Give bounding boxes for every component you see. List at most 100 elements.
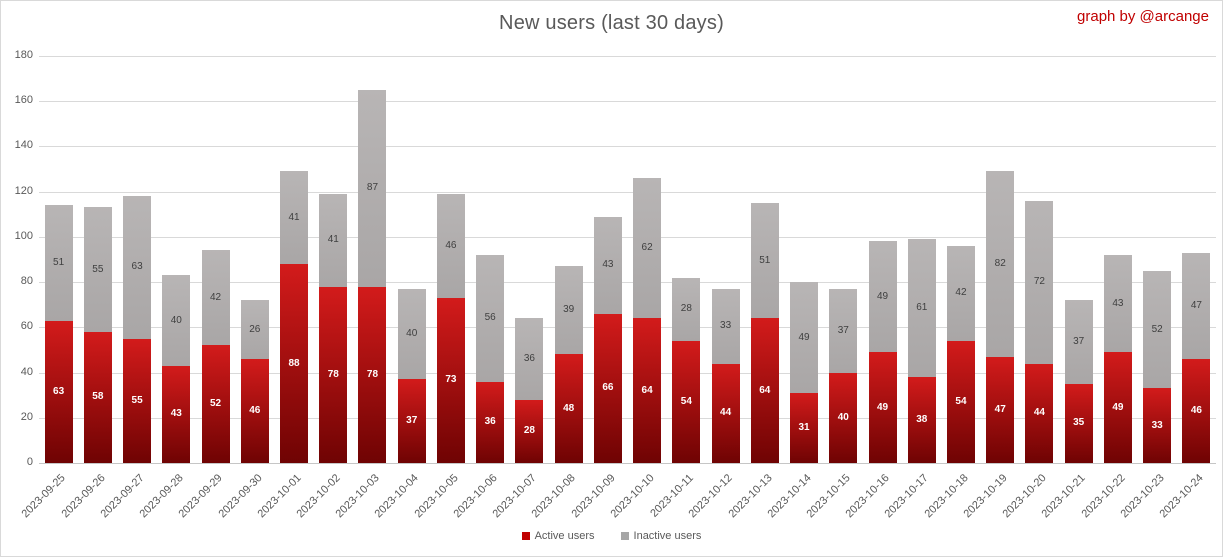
bar-value-label: 46 bbox=[445, 239, 457, 251]
gridline bbox=[39, 282, 1216, 284]
bar-segment-inactive: 56 bbox=[476, 254, 505, 382]
y-tick-label: 80 bbox=[20, 275, 33, 288]
gridline bbox=[39, 417, 1216, 419]
bar-segment-inactive: 41 bbox=[319, 193, 348, 287]
bar-segment-active: 36 bbox=[476, 381, 505, 463]
bar-value-label: 47 bbox=[994, 403, 1006, 415]
bar-segment-active: 58 bbox=[83, 331, 112, 463]
legend-label: Inactive users bbox=[633, 530, 702, 542]
bar-segment-active: 49 bbox=[868, 352, 897, 463]
bar-value-label: 73 bbox=[445, 374, 457, 386]
bar-value-label: 36 bbox=[523, 352, 535, 364]
bar-value-label: 47 bbox=[1190, 299, 1202, 311]
bar-value-label: 55 bbox=[131, 394, 143, 406]
bar-segment-active: 73 bbox=[436, 297, 465, 463]
bar-value-label: 39 bbox=[563, 304, 575, 316]
bar-segment-active: 78 bbox=[358, 286, 387, 463]
bar-value-label: 35 bbox=[1073, 417, 1085, 429]
bar-value-label: 55 bbox=[92, 263, 104, 275]
bar-segment-active: 43 bbox=[162, 365, 191, 463]
bar-segment-inactive: 63 bbox=[123, 196, 152, 339]
bar-segment-active: 48 bbox=[554, 354, 583, 463]
bar-value-label: 44 bbox=[1033, 407, 1045, 419]
y-tick-label: 120 bbox=[14, 184, 33, 197]
bar-value-label: 64 bbox=[759, 384, 771, 396]
bar-segment-active: 35 bbox=[1064, 383, 1093, 463]
y-tick-label: 60 bbox=[20, 320, 33, 333]
bar-value-label: 82 bbox=[994, 258, 1006, 270]
gridline bbox=[39, 191, 1216, 193]
bar-value-label: 37 bbox=[406, 415, 418, 427]
gridline bbox=[39, 236, 1216, 238]
bar-value-label: 40 bbox=[406, 328, 418, 340]
bar-value-label: 49 bbox=[1112, 401, 1124, 413]
bar-value-label: 63 bbox=[131, 261, 143, 273]
gridline bbox=[39, 327, 1216, 329]
bar-value-label: 46 bbox=[1190, 404, 1202, 416]
bar-segment-inactive: 72 bbox=[1025, 200, 1054, 364]
bar-segment-active: 46 bbox=[1182, 358, 1211, 463]
bar-value-label: 54 bbox=[680, 395, 692, 407]
y-tick-label: 140 bbox=[14, 139, 33, 152]
bar-segment-active: 28 bbox=[515, 399, 544, 463]
gridline bbox=[39, 101, 1216, 103]
bar-segment-inactive: 37 bbox=[829, 288, 858, 373]
bar-segment-inactive: 26 bbox=[240, 300, 269, 359]
bar-value-label: 78 bbox=[327, 368, 339, 380]
bar-value-label: 49 bbox=[798, 331, 810, 343]
bar-segment-active: 38 bbox=[907, 377, 936, 463]
bar-segment-active: 31 bbox=[790, 392, 819, 463]
bar-segment-inactive: 47 bbox=[1182, 252, 1211, 359]
bar-value-label: 49 bbox=[876, 401, 889, 413]
bar-segment-active: 78 bbox=[319, 286, 348, 463]
gridline bbox=[39, 56, 1216, 57]
bar-segment-inactive: 43 bbox=[593, 216, 622, 314]
y-tick-label: 40 bbox=[20, 365, 33, 378]
y-tick-label: 20 bbox=[20, 410, 33, 423]
bar-value-label: 51 bbox=[53, 256, 65, 268]
legend-item: Inactive users bbox=[620, 530, 702, 542]
bar-value-label: 37 bbox=[1073, 336, 1085, 348]
legend-item: Active users bbox=[521, 530, 595, 542]
bar-value-label: 63 bbox=[53, 385, 65, 397]
bar-value-label: 44 bbox=[720, 407, 732, 419]
bar-segment-inactive: 28 bbox=[672, 277, 701, 341]
bar-segment-inactive: 40 bbox=[397, 288, 426, 380]
y-tick-label: 0 bbox=[26, 456, 33, 468]
bar-value-label: 37 bbox=[837, 324, 849, 336]
bar-segment-active: 49 bbox=[1103, 352, 1132, 463]
bar-value-label: 36 bbox=[484, 416, 496, 428]
chart-title: New users (last 30 days) bbox=[499, 12, 724, 34]
bar-segment-inactive: 36 bbox=[515, 318, 544, 400]
bar-segment-active: 64 bbox=[633, 318, 662, 463]
bar-value-label: 66 bbox=[602, 382, 614, 394]
bar-value-label: 26 bbox=[249, 323, 261, 335]
bar-value-label: 43 bbox=[170, 408, 182, 420]
bar-value-label: 56 bbox=[484, 312, 496, 324]
bar-value-label: 46 bbox=[249, 404, 261, 416]
bar-segment-inactive: 40 bbox=[162, 275, 191, 366]
bar-value-label: 78 bbox=[366, 368, 379, 380]
bar-value-label: 33 bbox=[720, 320, 732, 332]
credit-text: graph by @arcange bbox=[1077, 8, 1209, 25]
bar-segment-active: 46 bbox=[240, 358, 269, 463]
bar-segment-inactive: 42 bbox=[946, 245, 975, 341]
bar-value-label: 62 bbox=[641, 242, 653, 254]
bar-segment-inactive: 37 bbox=[1064, 300, 1093, 384]
bar-segment-active: 47 bbox=[986, 356, 1015, 463]
bar-value-label: 42 bbox=[209, 291, 222, 303]
bar-segment-inactive: 49 bbox=[868, 241, 897, 353]
bar-value-label: 72 bbox=[1033, 276, 1045, 288]
bar-segment-inactive: 39 bbox=[554, 266, 583, 355]
bar-segment-active: 54 bbox=[672, 340, 701, 463]
bar-segment-active: 33 bbox=[1143, 388, 1172, 463]
bar-segment-active: 52 bbox=[201, 345, 230, 463]
bar-segment-active: 55 bbox=[123, 338, 152, 463]
bar-value-label: 48 bbox=[563, 402, 575, 414]
bar-segment-inactive: 51 bbox=[44, 205, 73, 321]
bar-value-label: 58 bbox=[92, 391, 104, 403]
bar-segment-inactive: 41 bbox=[280, 171, 309, 265]
bar-value-label: 41 bbox=[288, 211, 300, 223]
legend-swatch bbox=[620, 532, 629, 540]
